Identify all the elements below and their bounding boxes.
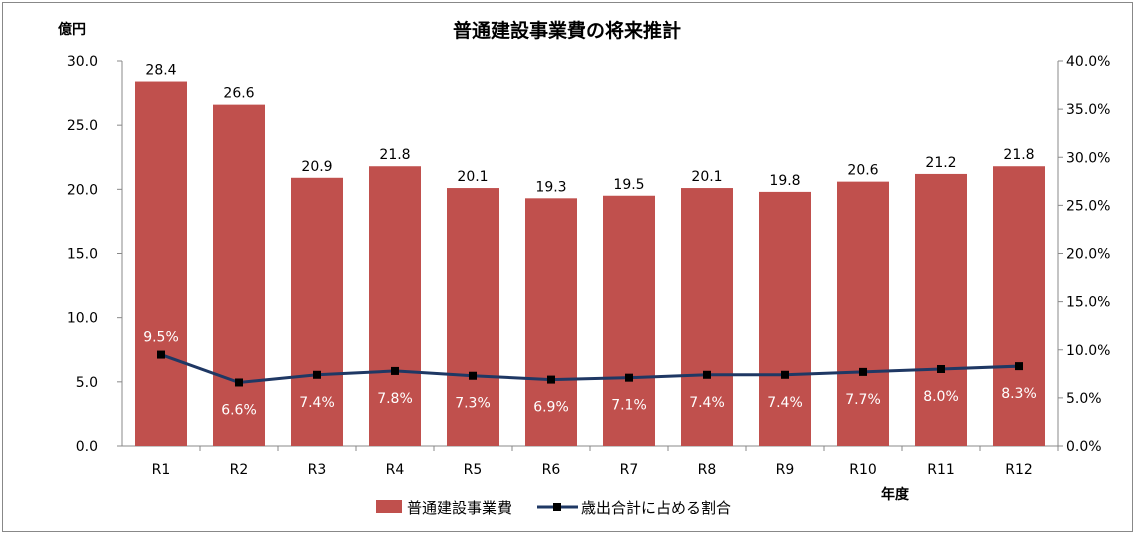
right-tick-label: 25.0% — [1066, 198, 1110, 214]
legend-line-marker — [553, 503, 561, 511]
bar-data-label: 21.2 — [925, 155, 956, 171]
bar-data-label: 20.6 — [847, 163, 878, 179]
line-data-label: 8.0% — [923, 389, 959, 405]
right-tick-label: 40.0% — [1066, 54, 1110, 70]
right-tick-label: 30.0% — [1066, 150, 1110, 166]
bar — [447, 188, 499, 447]
left-tick-label: 0.0 — [76, 439, 98, 455]
x-tick-label: R11 — [927, 462, 955, 478]
x-tick-label: R7 — [620, 462, 639, 478]
line-marker — [547, 375, 555, 384]
line-data-label: 7.1% — [611, 398, 647, 414]
line-marker — [937, 365, 945, 373]
bar — [759, 191, 811, 446]
bar-data-label: 28.4 — [145, 63, 176, 79]
bar-data-label: 20.1 — [457, 169, 488, 185]
line-marker — [625, 373, 633, 382]
legend-bar-swatch — [376, 500, 402, 513]
line-data-label: 7.4% — [689, 395, 725, 411]
line-data-label: 7.8% — [377, 391, 413, 407]
line-data-label: 6.6% — [221, 402, 257, 418]
left-tick-label: 30.0 — [67, 54, 98, 70]
line-marker — [235, 378, 243, 387]
right-tick-label: 0.0% — [1066, 439, 1102, 455]
bar — [681, 188, 733, 447]
bar — [993, 166, 1045, 446]
left-tick-label: 25.0 — [67, 118, 98, 134]
bar-data-label: 20.1 — [691, 169, 722, 185]
x-tick-label: R1 — [152, 462, 171, 478]
line-marker — [859, 367, 867, 376]
bar-data-label: 21.8 — [1003, 147, 1034, 163]
x-tick-label: R8 — [698, 462, 717, 478]
bar — [369, 166, 421, 446]
left-tick-label: 20.0 — [67, 182, 98, 198]
x-tick-label: R6 — [542, 462, 561, 478]
line-data-label: 7.3% — [455, 396, 491, 412]
right-tick-label: 5.0% — [1066, 391, 1102, 407]
right-tick-label: 35.0% — [1066, 102, 1110, 118]
x-tick-label: R3 — [308, 462, 327, 478]
x-tick-label: R10 — [849, 462, 877, 478]
bar — [213, 104, 265, 446]
line-data-label: 7.7% — [845, 392, 881, 408]
chart-title: 普通建設事業費の将来推計 — [453, 19, 681, 42]
bar-data-label: 21.8 — [379, 147, 410, 163]
line-series — [160, 353, 1020, 385]
legend-line-label: 歳出合計に占める割合 — [581, 499, 731, 517]
line-marker — [469, 371, 477, 380]
x-tick-label: R5 — [464, 462, 483, 478]
line-marker — [391, 366, 399, 375]
x-axis-label: 年度 — [881, 486, 910, 503]
bar — [135, 81, 187, 447]
x-tick-label: R12 — [1005, 462, 1033, 478]
bar — [603, 195, 655, 446]
bar — [837, 181, 889, 446]
line-data-label: 9.5% — [143, 330, 179, 346]
bar-data-label: 19.3 — [535, 179, 566, 195]
x-tick-label: R4 — [386, 462, 405, 478]
bar-data-label: 19.5 — [613, 177, 644, 193]
line-data-label: 8.3% — [1001, 386, 1037, 402]
line-data-label: 7.4% — [767, 395, 803, 411]
line-data-label: 6.9% — [533, 400, 569, 416]
legend-bar-label: 普通建設事業費 — [407, 499, 512, 517]
bar-data-label: 19.8 — [769, 173, 800, 189]
line-marker — [781, 370, 789, 379]
x-tick-label: R9 — [776, 462, 795, 478]
line-marker — [313, 370, 321, 379]
line-marker — [703, 370, 711, 379]
right-tick-label: 20.0% — [1066, 247, 1110, 263]
right-tick-label: 15.0% — [1066, 295, 1110, 311]
left-tick-label: 5.0 — [76, 375, 98, 391]
bar — [915, 173, 967, 446]
line-data-label: 7.4% — [299, 395, 335, 411]
line-marker — [1015, 362, 1023, 371]
x-tick-label: R2 — [230, 462, 249, 478]
left-tick-label: 10.0 — [67, 311, 98, 327]
line-marker — [157, 350, 165, 359]
bar-data-label: 20.9 — [301, 159, 332, 175]
left-axis-unit: 億円 — [58, 21, 86, 38]
left-tick-label: 15.0 — [67, 247, 98, 263]
bar — [291, 177, 343, 447]
right-tick-label: 10.0% — [1066, 343, 1110, 359]
bar — [525, 198, 577, 446]
bar-data-label: 26.6 — [223, 86, 254, 102]
